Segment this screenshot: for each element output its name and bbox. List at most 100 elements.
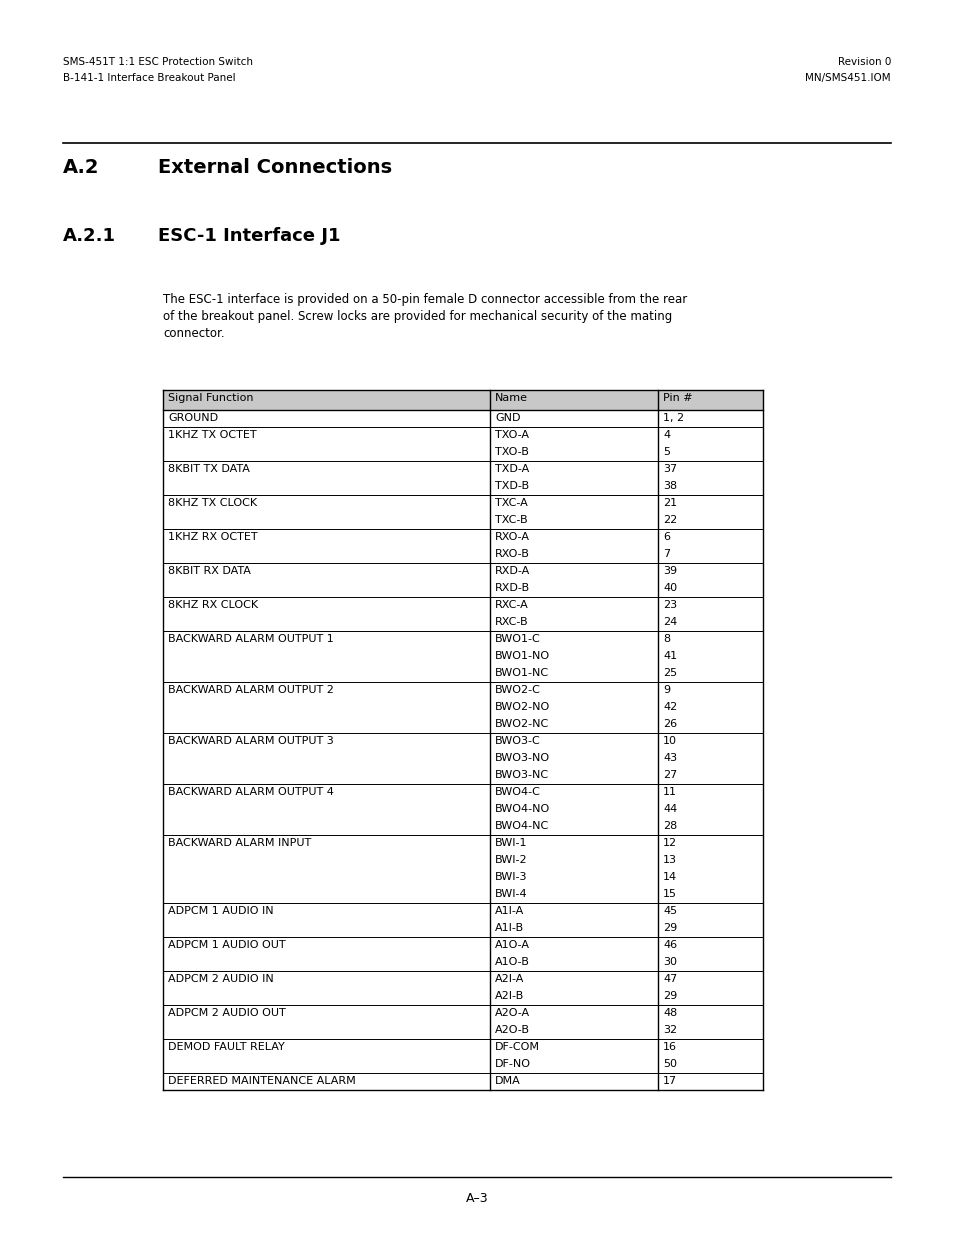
- Text: A2I-A: A2I-A: [495, 974, 524, 984]
- Text: 9: 9: [662, 685, 669, 695]
- Text: RXD-A: RXD-A: [495, 566, 530, 576]
- Text: BWO4-NC: BWO4-NC: [495, 821, 549, 831]
- Text: 24: 24: [662, 618, 677, 627]
- Text: RXD-B: RXD-B: [495, 583, 530, 593]
- Text: BWO4-NO: BWO4-NO: [495, 804, 550, 814]
- Text: 16: 16: [662, 1042, 677, 1052]
- Text: BWI-3: BWI-3: [495, 872, 527, 882]
- Text: A1I-A: A1I-A: [495, 906, 524, 916]
- Text: GROUND: GROUND: [168, 412, 218, 424]
- Text: 32: 32: [662, 1025, 677, 1035]
- Text: 8KBIT RX DATA: 8KBIT RX DATA: [168, 566, 251, 576]
- Text: 40: 40: [662, 583, 677, 593]
- Text: 43: 43: [662, 753, 677, 763]
- Text: connector.: connector.: [163, 327, 224, 340]
- Text: BWO1-NO: BWO1-NO: [495, 651, 550, 661]
- Text: BWO3-NC: BWO3-NC: [495, 769, 549, 781]
- Text: BWO3-C: BWO3-C: [495, 736, 540, 746]
- Text: of the breakout panel. Screw locks are provided for mechanical security of the m: of the breakout panel. Screw locks are p…: [163, 310, 672, 324]
- Text: BWO1-NC: BWO1-NC: [495, 668, 549, 678]
- Text: 7: 7: [662, 550, 669, 559]
- Text: A2O-A: A2O-A: [495, 1008, 530, 1018]
- Text: ADPCM 2 AUDIO IN: ADPCM 2 AUDIO IN: [168, 974, 274, 984]
- Text: 11: 11: [662, 787, 677, 797]
- Text: 26: 26: [662, 719, 677, 729]
- Text: 8KHZ TX CLOCK: 8KHZ TX CLOCK: [168, 498, 257, 508]
- Text: 8KHZ RX CLOCK: 8KHZ RX CLOCK: [168, 600, 258, 610]
- Text: DMA: DMA: [495, 1076, 520, 1086]
- Text: 45: 45: [662, 906, 677, 916]
- Text: 37: 37: [662, 464, 677, 474]
- Text: A2I-B: A2I-B: [495, 990, 524, 1002]
- Text: BWO2-NO: BWO2-NO: [495, 701, 550, 713]
- Text: BWO2-C: BWO2-C: [495, 685, 540, 695]
- Text: BACKWARD ALARM OUTPUT 2: BACKWARD ALARM OUTPUT 2: [168, 685, 334, 695]
- Text: 29: 29: [662, 990, 677, 1002]
- Text: 21: 21: [662, 498, 677, 508]
- Text: BWO4-C: BWO4-C: [495, 787, 540, 797]
- Text: 12: 12: [662, 839, 677, 848]
- Text: A–3: A–3: [465, 1192, 488, 1205]
- Text: 8: 8: [662, 634, 669, 643]
- Text: BWO1-C: BWO1-C: [495, 634, 540, 643]
- Text: 10: 10: [662, 736, 677, 746]
- Text: 47: 47: [662, 974, 677, 984]
- Text: TXO-A: TXO-A: [495, 430, 529, 440]
- Text: RXC-B: RXC-B: [495, 618, 528, 627]
- Text: RXC-A: RXC-A: [495, 600, 528, 610]
- Text: 44: 44: [662, 804, 677, 814]
- Text: Signal Function: Signal Function: [168, 393, 253, 403]
- Text: 30: 30: [662, 957, 677, 967]
- Text: BACKWARD ALARM INPUT: BACKWARD ALARM INPUT: [168, 839, 311, 848]
- Text: 8KBIT TX DATA: 8KBIT TX DATA: [168, 464, 250, 474]
- Text: 4: 4: [662, 430, 669, 440]
- Text: BWO3-NO: BWO3-NO: [495, 753, 550, 763]
- Text: BWI-1: BWI-1: [495, 839, 527, 848]
- Text: BWO2-NC: BWO2-NC: [495, 719, 549, 729]
- Text: 39: 39: [662, 566, 677, 576]
- Text: 1KHZ RX OCTET: 1KHZ RX OCTET: [168, 532, 257, 542]
- Text: 23: 23: [662, 600, 677, 610]
- Text: TXD-B: TXD-B: [495, 480, 529, 492]
- Text: A1O-A: A1O-A: [495, 940, 530, 950]
- Text: BACKWARD ALARM OUTPUT 3: BACKWARD ALARM OUTPUT 3: [168, 736, 334, 746]
- Text: ADPCM 1 AUDIO IN: ADPCM 1 AUDIO IN: [168, 906, 274, 916]
- Text: 1KHZ TX OCTET: 1KHZ TX OCTET: [168, 430, 256, 440]
- Text: A2O-B: A2O-B: [495, 1025, 530, 1035]
- Text: RXO-B: RXO-B: [495, 550, 529, 559]
- Text: ESC-1 Interface J1: ESC-1 Interface J1: [158, 227, 340, 245]
- Text: A.2: A.2: [63, 158, 99, 177]
- Text: 25: 25: [662, 668, 677, 678]
- Text: External Connections: External Connections: [158, 158, 392, 177]
- Text: BWI-2: BWI-2: [495, 855, 527, 864]
- Text: BWI-4: BWI-4: [495, 889, 527, 899]
- Text: 17: 17: [662, 1076, 677, 1086]
- Text: DEMOD FAULT RELAY: DEMOD FAULT RELAY: [168, 1042, 284, 1052]
- Text: TXC-A: TXC-A: [495, 498, 527, 508]
- Text: DEFERRED MAINTENANCE ALARM: DEFERRED MAINTENANCE ALARM: [168, 1076, 355, 1086]
- Text: RXO-A: RXO-A: [495, 532, 530, 542]
- Text: 27: 27: [662, 769, 677, 781]
- Text: B-141-1 Interface Breakout Panel: B-141-1 Interface Breakout Panel: [63, 73, 235, 83]
- Text: 48: 48: [662, 1008, 677, 1018]
- Text: 22: 22: [662, 515, 677, 525]
- Text: BACKWARD ALARM OUTPUT 4: BACKWARD ALARM OUTPUT 4: [168, 787, 334, 797]
- Bar: [163, 390, 762, 410]
- Text: ADPCM 2 AUDIO OUT: ADPCM 2 AUDIO OUT: [168, 1008, 286, 1018]
- Text: TXC-B: TXC-B: [495, 515, 527, 525]
- Text: 28: 28: [662, 821, 677, 831]
- Text: A1I-B: A1I-B: [495, 923, 523, 932]
- Text: Revision 0: Revision 0: [837, 57, 890, 67]
- Text: A.2.1: A.2.1: [63, 227, 116, 245]
- Text: 13: 13: [662, 855, 677, 864]
- Text: 6: 6: [662, 532, 669, 542]
- Text: Pin #: Pin #: [662, 393, 692, 403]
- Text: MN/SMS451.IOM: MN/SMS451.IOM: [804, 73, 890, 83]
- Text: BACKWARD ALARM OUTPUT 1: BACKWARD ALARM OUTPUT 1: [168, 634, 334, 643]
- Text: 41: 41: [662, 651, 677, 661]
- Text: 50: 50: [662, 1058, 677, 1070]
- Text: The ESC-1 interface is provided on a 50-pin female D connector accessible from t: The ESC-1 interface is provided on a 50-…: [163, 293, 686, 306]
- Text: 15: 15: [662, 889, 677, 899]
- Text: 46: 46: [662, 940, 677, 950]
- Text: GND: GND: [495, 412, 520, 424]
